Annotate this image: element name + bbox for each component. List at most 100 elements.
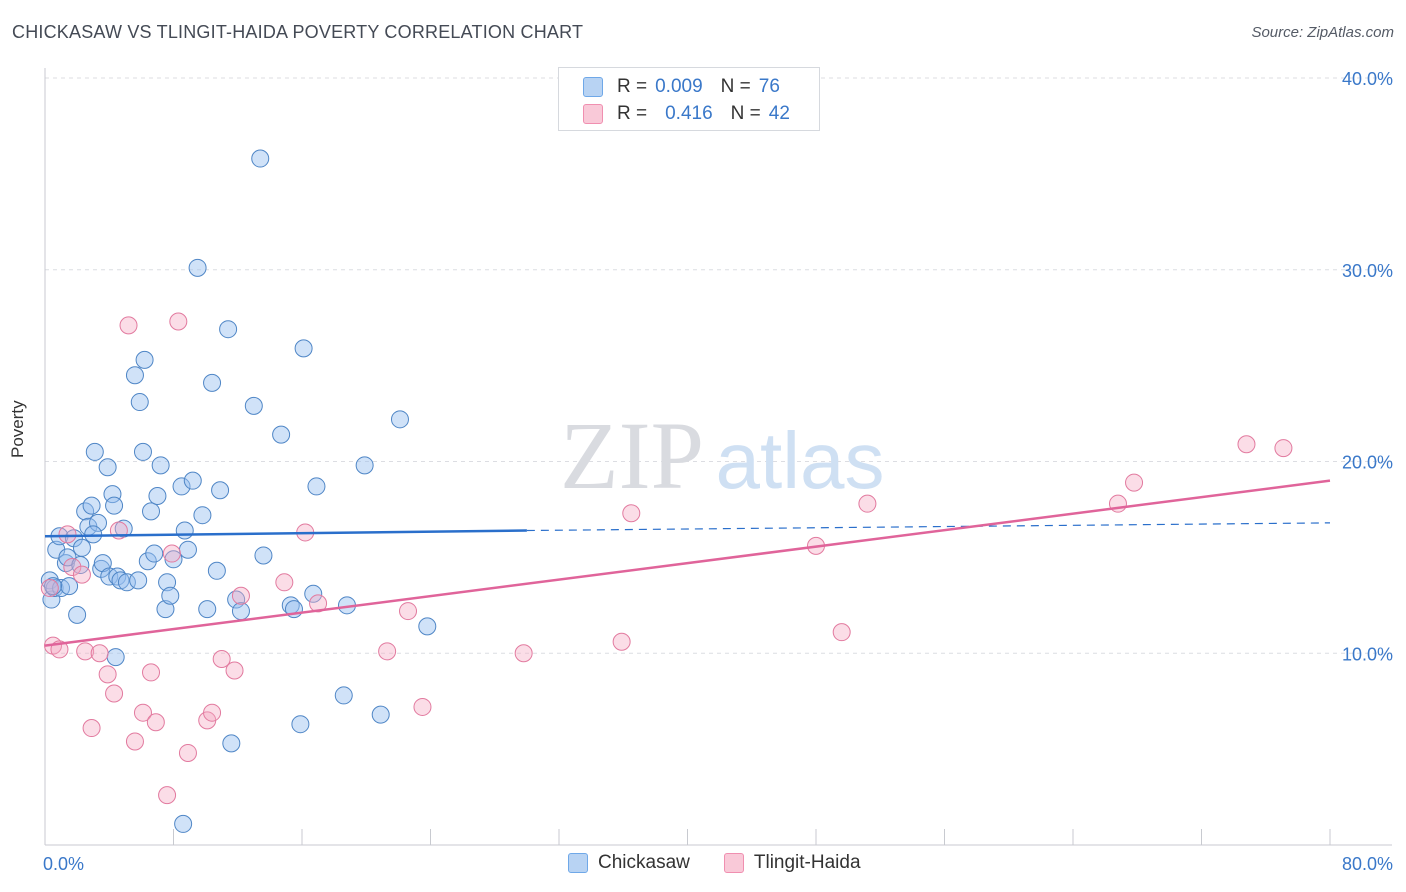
- x-tick-label: 80.0%: [1342, 854, 1393, 874]
- legend-swatch-pink: [583, 104, 603, 124]
- tlingit-haida-point: [275, 573, 294, 592]
- chickasaw-point: [158, 573, 177, 592]
- chickasaw-point: [198, 600, 217, 619]
- tlingit-haida-point: [72, 565, 91, 584]
- tlingit-haida-point: [158, 786, 177, 805]
- y-tick-label: 10.0%: [1342, 644, 1393, 664]
- tlingit-haida-point: [203, 703, 222, 722]
- chickasaw-point: [291, 715, 310, 734]
- tlingit-haida-point: [622, 504, 641, 523]
- chickasaw-point: [84, 525, 103, 544]
- chickasaw-point: [89, 513, 108, 532]
- chickasaw-point: [174, 814, 193, 833]
- tlingit-haida-point: [399, 602, 418, 621]
- y-tick-label: 40.0%: [1342, 69, 1393, 89]
- tlingit-haida-point: [378, 642, 397, 661]
- chickasaw-point: [183, 471, 202, 490]
- legend-n-label: N =: [730, 103, 761, 124]
- chickasaw-point: [156, 600, 175, 619]
- series-swatch-blue: [568, 853, 588, 873]
- chickasaw-point: [105, 496, 124, 515]
- chickasaw-trend-extension: [526, 522, 1331, 532]
- chickasaw-point: [203, 373, 222, 392]
- chickasaw-point: [103, 485, 122, 504]
- chickasaw-point: [178, 540, 197, 559]
- chickasaw-point: [68, 605, 87, 624]
- chickasaw-point: [304, 584, 323, 603]
- tlingit-haida-point: [832, 623, 851, 642]
- chickasaw-point: [145, 544, 164, 563]
- chickasaw-point: [161, 586, 180, 605]
- tlingit-haida-point: [309, 594, 328, 613]
- chickasaw-point: [188, 258, 207, 277]
- chickasaw-point: [219, 320, 238, 339]
- tlingit-haida-point: [76, 642, 95, 661]
- tlingit-haida-point: [178, 743, 197, 762]
- legend-r-label: R =: [617, 76, 648, 97]
- tlingit-haida-point: [133, 703, 152, 722]
- series-legend-chickasaw: Chickasaw: [568, 852, 690, 874]
- tlingit-haida-point: [858, 494, 877, 513]
- chickasaw-point: [60, 577, 79, 596]
- chickasaw-point: [148, 487, 167, 506]
- chickasaw-point: [222, 734, 241, 753]
- grid-lines: [45, 77, 1392, 654]
- correlation-legend: R = 0.009 N = 76 R = 0.416 N = 42: [558, 67, 820, 131]
- y-axis-label: Poverty: [8, 400, 27, 458]
- legend-r-label: R =: [617, 103, 648, 124]
- chickasaw-point: [231, 602, 250, 621]
- tlingit-haida-point: [1125, 473, 1144, 492]
- chickasaw-point: [135, 350, 154, 369]
- chickasaw-point: [72, 538, 91, 557]
- chickasaw-trend-line: [44, 529, 527, 538]
- chickasaw-point: [390, 410, 409, 429]
- chickasaw-point: [151, 456, 170, 475]
- series-legend-tlingit-haida: Tlingit-Haida: [723, 852, 861, 874]
- chickasaw-point: [418, 617, 437, 636]
- chickasaw-point: [125, 366, 144, 385]
- legend-n-label: N =: [720, 76, 751, 97]
- tlingit-haida-point: [119, 316, 138, 335]
- chickasaw-point: [85, 442, 104, 461]
- axes: [44, 68, 1392, 846]
- tlingit-haida-point: [90, 644, 109, 663]
- source-label: Source: ZipAtlas.com: [1251, 24, 1394, 41]
- trend-lines: [44, 479, 1331, 647]
- chickasaw-point: [82, 496, 101, 515]
- tlingit-haida-point: [514, 644, 533, 663]
- tlingit-haida-point: [142, 663, 161, 682]
- tlingit-haida-point: [225, 661, 244, 680]
- tlingit-haida-point: [612, 632, 631, 651]
- tlingit-haida-point: [1237, 435, 1256, 454]
- chickasaw-point: [175, 521, 194, 540]
- chickasaw-point: [272, 425, 291, 444]
- legend-swatch-blue: [583, 77, 603, 97]
- chickasaw-point: [44, 577, 63, 596]
- series-legend-label: Tlingit-Haida: [753, 852, 861, 873]
- watermark-zip: ZIP: [560, 402, 704, 509]
- tlingit-haida-trend-line: [44, 479, 1331, 647]
- chickasaw-point: [371, 705, 390, 724]
- chickasaw-point: [133, 442, 152, 461]
- chickasaw-point: [193, 506, 212, 525]
- series-legend-label: Chickasaw: [598, 852, 690, 873]
- legend-n-value: 42: [768, 103, 790, 124]
- y-tick-label: 30.0%: [1342, 261, 1393, 281]
- legend-r-value: 0.009: [655, 76, 703, 97]
- chickasaw-point: [42, 590, 61, 609]
- chickasaw-point: [207, 561, 226, 580]
- tlingit-haida-point: [162, 544, 181, 563]
- chickasaw-point: [251, 149, 270, 168]
- chart-title: CHICKASAW VS TLINGIT-HAIDA POVERTY CORRE…: [12, 22, 584, 42]
- legend-n-value: 76: [758, 76, 780, 97]
- tick-labels: 10.0% 20.0% 30.0% 40.0% 0.0% 80.0%: [43, 69, 1393, 874]
- chickasaw-point: [138, 552, 157, 571]
- tlingit-haida-point: [1274, 439, 1293, 458]
- series-swatch-pink: [723, 853, 744, 873]
- data-points: [40, 149, 1293, 833]
- tlingit-haida-point: [169, 312, 188, 331]
- tlingit-haida-point: [40, 579, 59, 598]
- chickasaw-point: [172, 477, 191, 496]
- chickasaw-point: [244, 396, 263, 415]
